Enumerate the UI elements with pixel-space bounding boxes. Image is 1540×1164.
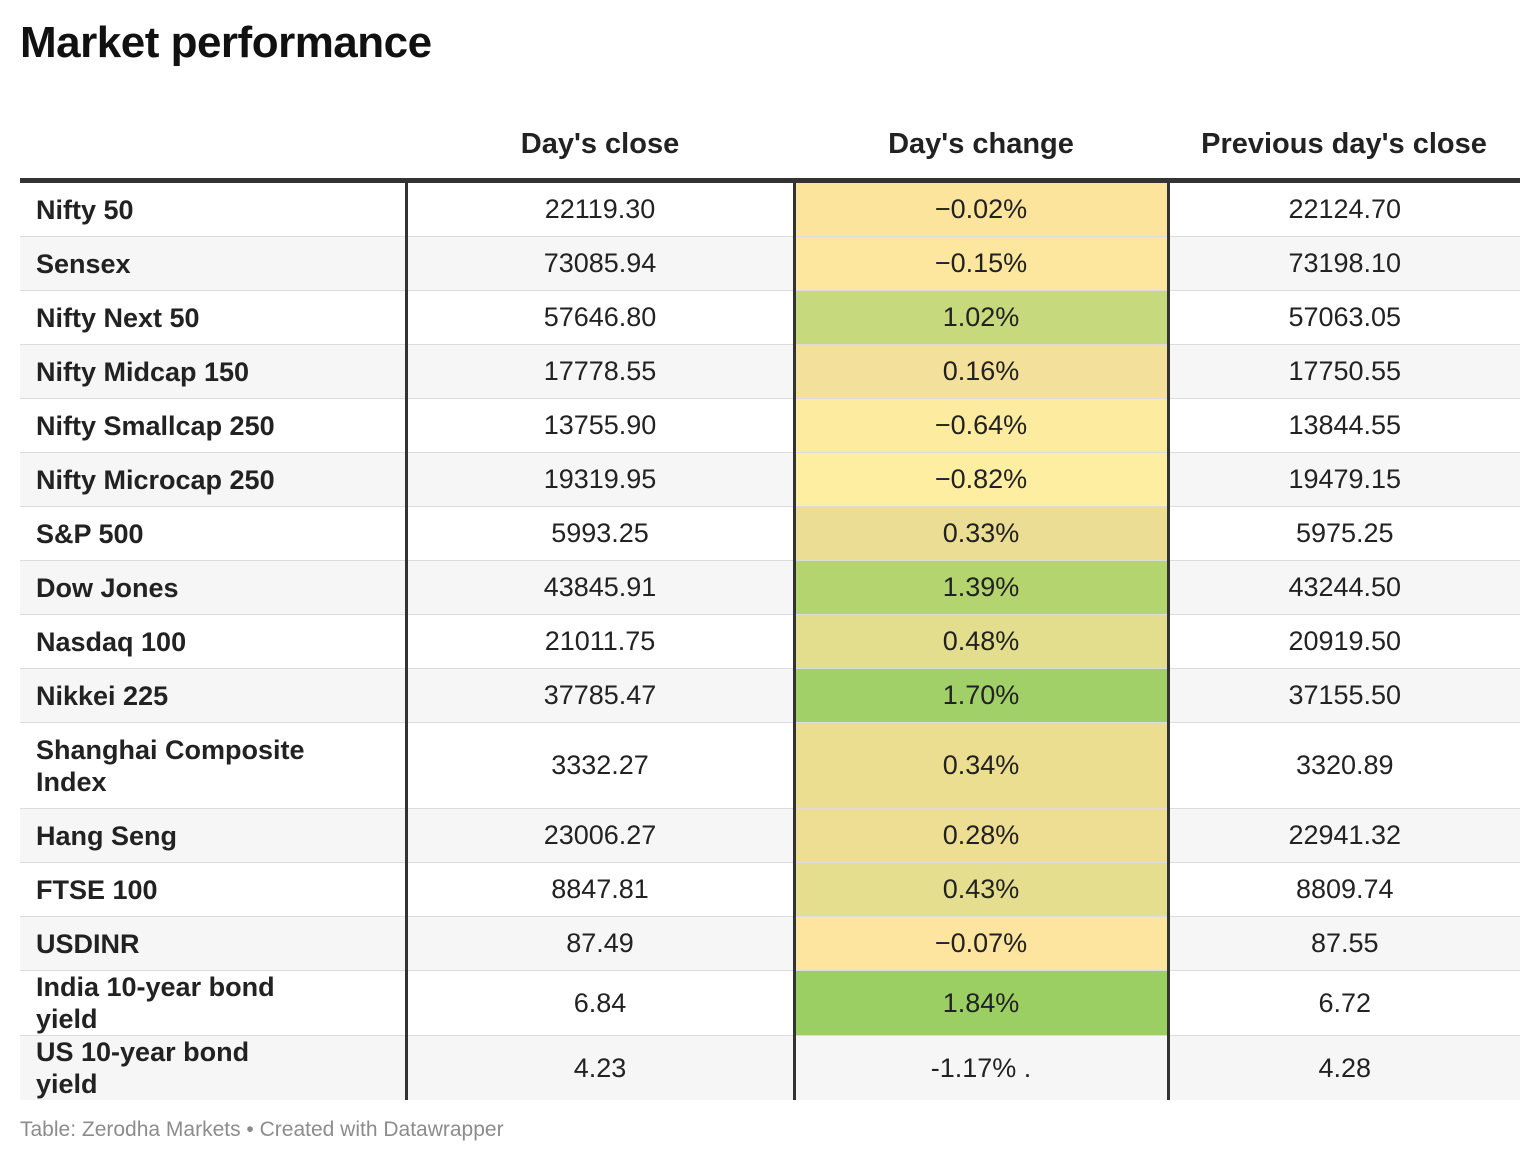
previous-close-cell: 37155.50 xyxy=(1166,668,1520,723)
column-header-previous-close: Previous day's close xyxy=(1168,110,1520,183)
days-change-cell: 0.28% xyxy=(792,808,1168,863)
days-change-cell: 0.16% xyxy=(792,344,1168,399)
row-name-cell: Sensex xyxy=(20,236,406,291)
days-change-cell: 1.39% xyxy=(792,560,1168,615)
days-close-cell: 87.49 xyxy=(404,916,794,971)
source-footer: Table: Zerodha Markets • Created with Da… xyxy=(20,1118,504,1141)
days-close-cell: 73085.94 xyxy=(404,236,794,291)
days-close-cell: 57646.80 xyxy=(404,290,794,345)
days-change-cell: 1.84% xyxy=(792,970,1168,1036)
previous-close-cell: 8809.74 xyxy=(1166,862,1520,917)
row-name-cell: Hang Seng xyxy=(20,808,406,863)
table-row: India 10-year bond yield 6.84 1.84% 6.72 xyxy=(20,970,1520,1036)
previous-close-cell: 57063.05 xyxy=(1166,290,1520,345)
chart-title: Market performance xyxy=(20,18,432,67)
row-name-cell: Nifty Midcap 150 xyxy=(20,344,406,399)
row-name-cell: US 10-year bond yield xyxy=(20,1035,406,1100)
days-close-cell: 37785.47 xyxy=(404,668,794,723)
row-name-cell: Nasdaq 100 xyxy=(20,614,406,669)
table-header-row: Day's close Day's change Previous day's … xyxy=(20,110,1520,183)
previous-close-cell: 5975.25 xyxy=(1166,506,1520,561)
table-row: FTSE 100 8847.81 0.43% 8809.74 xyxy=(20,862,1520,917)
days-close-cell: 19319.95 xyxy=(404,452,794,507)
previous-close-cell: 87.55 xyxy=(1166,916,1520,971)
table-row: Nifty Midcap 150 17778.55 0.16% 17750.55 xyxy=(20,344,1520,399)
days-change-cell: -1.17% . xyxy=(792,1035,1168,1100)
row-name-cell: USDINR xyxy=(20,916,406,971)
table-row: Sensex 73085.94 −0.15% 73198.10 xyxy=(20,236,1520,291)
market-table-container: Day's close Day's change Previous day's … xyxy=(20,110,1520,1100)
previous-close-cell: 3320.89 xyxy=(1166,722,1520,809)
table-row: Nifty Microcap 250 19319.95 −0.82% 19479.15 xyxy=(20,452,1520,507)
column-header-days-close: Day's close xyxy=(406,110,794,183)
table-row: Hang Seng 23006.27 0.28% 22941.32 xyxy=(20,808,1520,863)
row-name-cell: Nifty Next 50 xyxy=(20,290,406,345)
market-performance-table: Day's close Day's change Previous day's … xyxy=(20,110,1520,1100)
table-row: Nikkei 225 37785.47 1.70% 37155.50 xyxy=(20,668,1520,723)
row-name-cell: Nifty Microcap 250 xyxy=(20,452,406,507)
days-change-cell: 0.43% xyxy=(792,862,1168,917)
previous-close-cell: 22124.70 xyxy=(1166,180,1520,237)
days-change-cell: 0.34% xyxy=(792,722,1168,809)
days-change-cell: 1.02% xyxy=(792,290,1168,345)
table-body: Nifty 50 22119.30 −0.02% 22124.70 Sensex 7308… xyxy=(20,180,1520,1100)
row-name-cell: FTSE 100 xyxy=(20,862,406,917)
days-close-cell: 6.84 xyxy=(404,970,794,1036)
row-name-cell: India 10-year bond yield xyxy=(20,970,406,1036)
table-row: S&P 500 5993.25 0.33% 5975.25 xyxy=(20,506,1520,561)
row-name-cell: Nifty 50 xyxy=(20,180,406,237)
table-row: Nasdaq 100 21011.75 0.48% 20919.50 xyxy=(20,614,1520,669)
row-name-cell: Nifty Smallcap 250 xyxy=(20,398,406,453)
previous-close-cell: 17750.55 xyxy=(1166,344,1520,399)
table-row: Nifty 50 22119.30 −0.02% 22124.70 xyxy=(20,180,1520,237)
days-close-cell: 8847.81 xyxy=(404,862,794,917)
previous-close-cell: 73198.10 xyxy=(1166,236,1520,291)
days-change-cell: −0.15% xyxy=(792,236,1168,291)
previous-close-cell: 20919.50 xyxy=(1166,614,1520,669)
previous-close-cell: 4.28 xyxy=(1166,1035,1520,1100)
days-change-cell: 0.48% xyxy=(792,614,1168,669)
column-header-name xyxy=(20,110,406,183)
table-row: Nifty Next 50 57646.80 1.02% 57063.05 xyxy=(20,290,1520,345)
days-change-cell: −0.64% xyxy=(792,398,1168,453)
table-row: Nifty Smallcap 250 13755.90 −0.64% 13844.55 xyxy=(20,398,1520,453)
days-close-cell: 23006.27 xyxy=(404,808,794,863)
days-change-cell: −0.82% xyxy=(792,452,1168,507)
previous-close-cell: 6.72 xyxy=(1166,970,1520,1036)
days-change-cell: 1.70% xyxy=(792,668,1168,723)
previous-close-cell: 22941.32 xyxy=(1166,808,1520,863)
days-close-cell: 3332.27 xyxy=(404,722,794,809)
days-change-cell: 0.33% xyxy=(792,506,1168,561)
table-row: Shanghai Composite Index 3332.27 0.34% 3320… xyxy=(20,722,1520,809)
days-close-cell: 21011.75 xyxy=(404,614,794,669)
row-name-cell: Nikkei 225 xyxy=(20,668,406,723)
days-close-cell: 5993.25 xyxy=(404,506,794,561)
previous-close-cell: 13844.55 xyxy=(1166,398,1520,453)
row-name-cell: S&P 500 xyxy=(20,506,406,561)
table-row: Dow Jones 43845.91 1.39% 43244.50 xyxy=(20,560,1520,615)
table-row: USDINR 87.49 −0.07% 87.55 xyxy=(20,916,1520,971)
days-close-cell: 13755.90 xyxy=(404,398,794,453)
column-header-days-change: Day's change xyxy=(794,110,1168,183)
previous-close-cell: 19479.15 xyxy=(1166,452,1520,507)
previous-close-cell: 43244.50 xyxy=(1166,560,1520,615)
days-close-cell: 4.23 xyxy=(404,1035,794,1100)
row-name-cell: Shanghai Composite Index xyxy=(20,722,406,809)
days-close-cell: 17778.55 xyxy=(404,344,794,399)
days-close-cell: 22119.30 xyxy=(404,180,794,237)
days-change-cell: −0.02% xyxy=(792,180,1168,237)
days-close-cell: 43845.91 xyxy=(404,560,794,615)
table-row: US 10-year bond yield 4.23 -1.17% . 4.28 xyxy=(20,1035,1520,1100)
row-name-cell: Dow Jones xyxy=(20,560,406,615)
days-change-cell: −0.07% xyxy=(792,916,1168,971)
